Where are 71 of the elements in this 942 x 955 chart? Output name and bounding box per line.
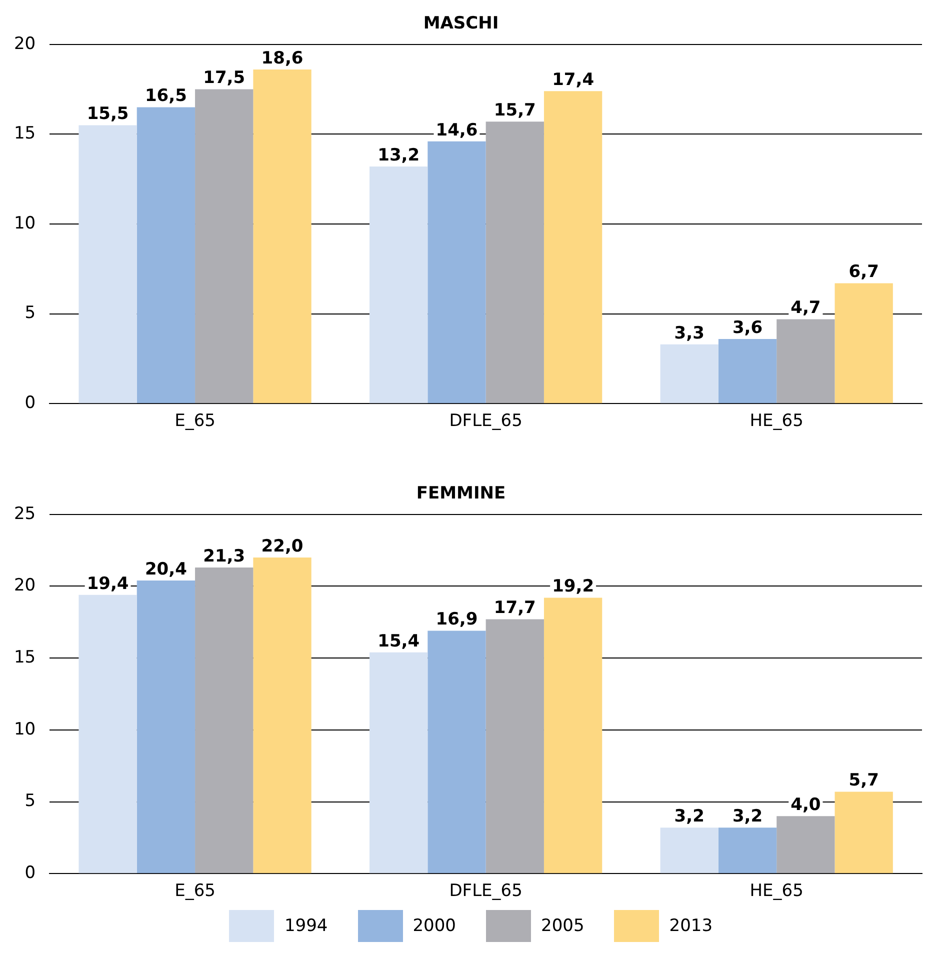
bar xyxy=(544,598,602,874)
legend-label: 2005 xyxy=(541,916,584,936)
bar xyxy=(660,344,718,404)
data-label: 15,5 xyxy=(86,104,129,124)
data-label: 22,0 xyxy=(261,536,304,556)
bar xyxy=(834,792,893,874)
legend-label: 1994 xyxy=(284,916,328,936)
y-tick-label: 25 xyxy=(14,504,36,524)
bar xyxy=(776,319,835,404)
y-tick-label: 0 xyxy=(24,393,36,414)
bar xyxy=(486,122,544,404)
x-tick-label: HE_65 xyxy=(750,411,804,432)
bar xyxy=(428,141,486,404)
data-label: 14,6 xyxy=(436,120,478,140)
y-tick-label: 10 xyxy=(14,213,36,234)
data-label: 3,2 xyxy=(732,806,763,827)
data-label: 18,6 xyxy=(261,48,304,68)
x-tick-label: DFLE_65 xyxy=(449,411,522,432)
y-tick-label: 5 xyxy=(24,791,36,812)
bar xyxy=(78,594,137,874)
data-label: 16,5 xyxy=(144,86,187,106)
bar xyxy=(370,652,428,874)
data-label: 4,7 xyxy=(790,298,821,318)
bar xyxy=(544,91,602,404)
data-label: 13,2 xyxy=(378,145,420,166)
legend-label: 2013 xyxy=(669,916,713,936)
bar xyxy=(776,816,835,874)
data-label: 21,3 xyxy=(203,546,246,566)
data-label: 3,6 xyxy=(732,318,763,338)
data-label: 16,9 xyxy=(436,610,478,630)
data-label: 5,7 xyxy=(848,770,879,791)
y-tick-label: 15 xyxy=(14,648,36,668)
y-tick-label: 0 xyxy=(24,863,36,884)
data-label: 17,7 xyxy=(494,598,536,618)
chart-title: FEMMINE xyxy=(416,484,506,504)
data-label: 17,4 xyxy=(552,70,594,90)
y-tick-label: 20 xyxy=(14,576,36,596)
y-tick-label: 20 xyxy=(14,34,36,54)
chart-title: MASCHI xyxy=(423,14,499,34)
bar xyxy=(253,70,312,404)
data-label: 6,7 xyxy=(848,262,879,282)
x-tick-label: E_65 xyxy=(174,411,216,432)
data-label: 4,0 xyxy=(790,795,821,816)
x-tick-label: HE_65 xyxy=(750,881,804,902)
bar xyxy=(78,125,137,404)
bar xyxy=(136,580,196,874)
bar xyxy=(428,630,486,874)
x-tick-label: E_65 xyxy=(174,881,216,902)
bar xyxy=(195,89,254,404)
bar xyxy=(718,338,777,404)
bar xyxy=(486,619,544,874)
x-tick-label: DFLE_65 xyxy=(449,881,522,902)
y-tick-label: 10 xyxy=(14,719,36,740)
data-label: 17,5 xyxy=(203,68,246,88)
bar xyxy=(718,828,777,874)
y-tick-label: 5 xyxy=(24,303,36,324)
data-label: 19,4 xyxy=(86,574,129,594)
bar xyxy=(660,828,718,874)
bar xyxy=(136,107,196,404)
data-label: 20,4 xyxy=(144,559,188,580)
data-label: 15,4 xyxy=(378,631,420,652)
bar xyxy=(195,568,254,874)
bar xyxy=(834,283,893,404)
data-label: 3,2 xyxy=(674,806,704,827)
data-label: 19,2 xyxy=(552,576,594,597)
data-label: 15,7 xyxy=(494,100,536,121)
y-tick-label: 15 xyxy=(14,124,36,144)
data-label: 3,3 xyxy=(674,323,704,344)
bar xyxy=(370,166,428,404)
legend-label: 2000 xyxy=(412,916,456,936)
bar xyxy=(253,558,312,874)
